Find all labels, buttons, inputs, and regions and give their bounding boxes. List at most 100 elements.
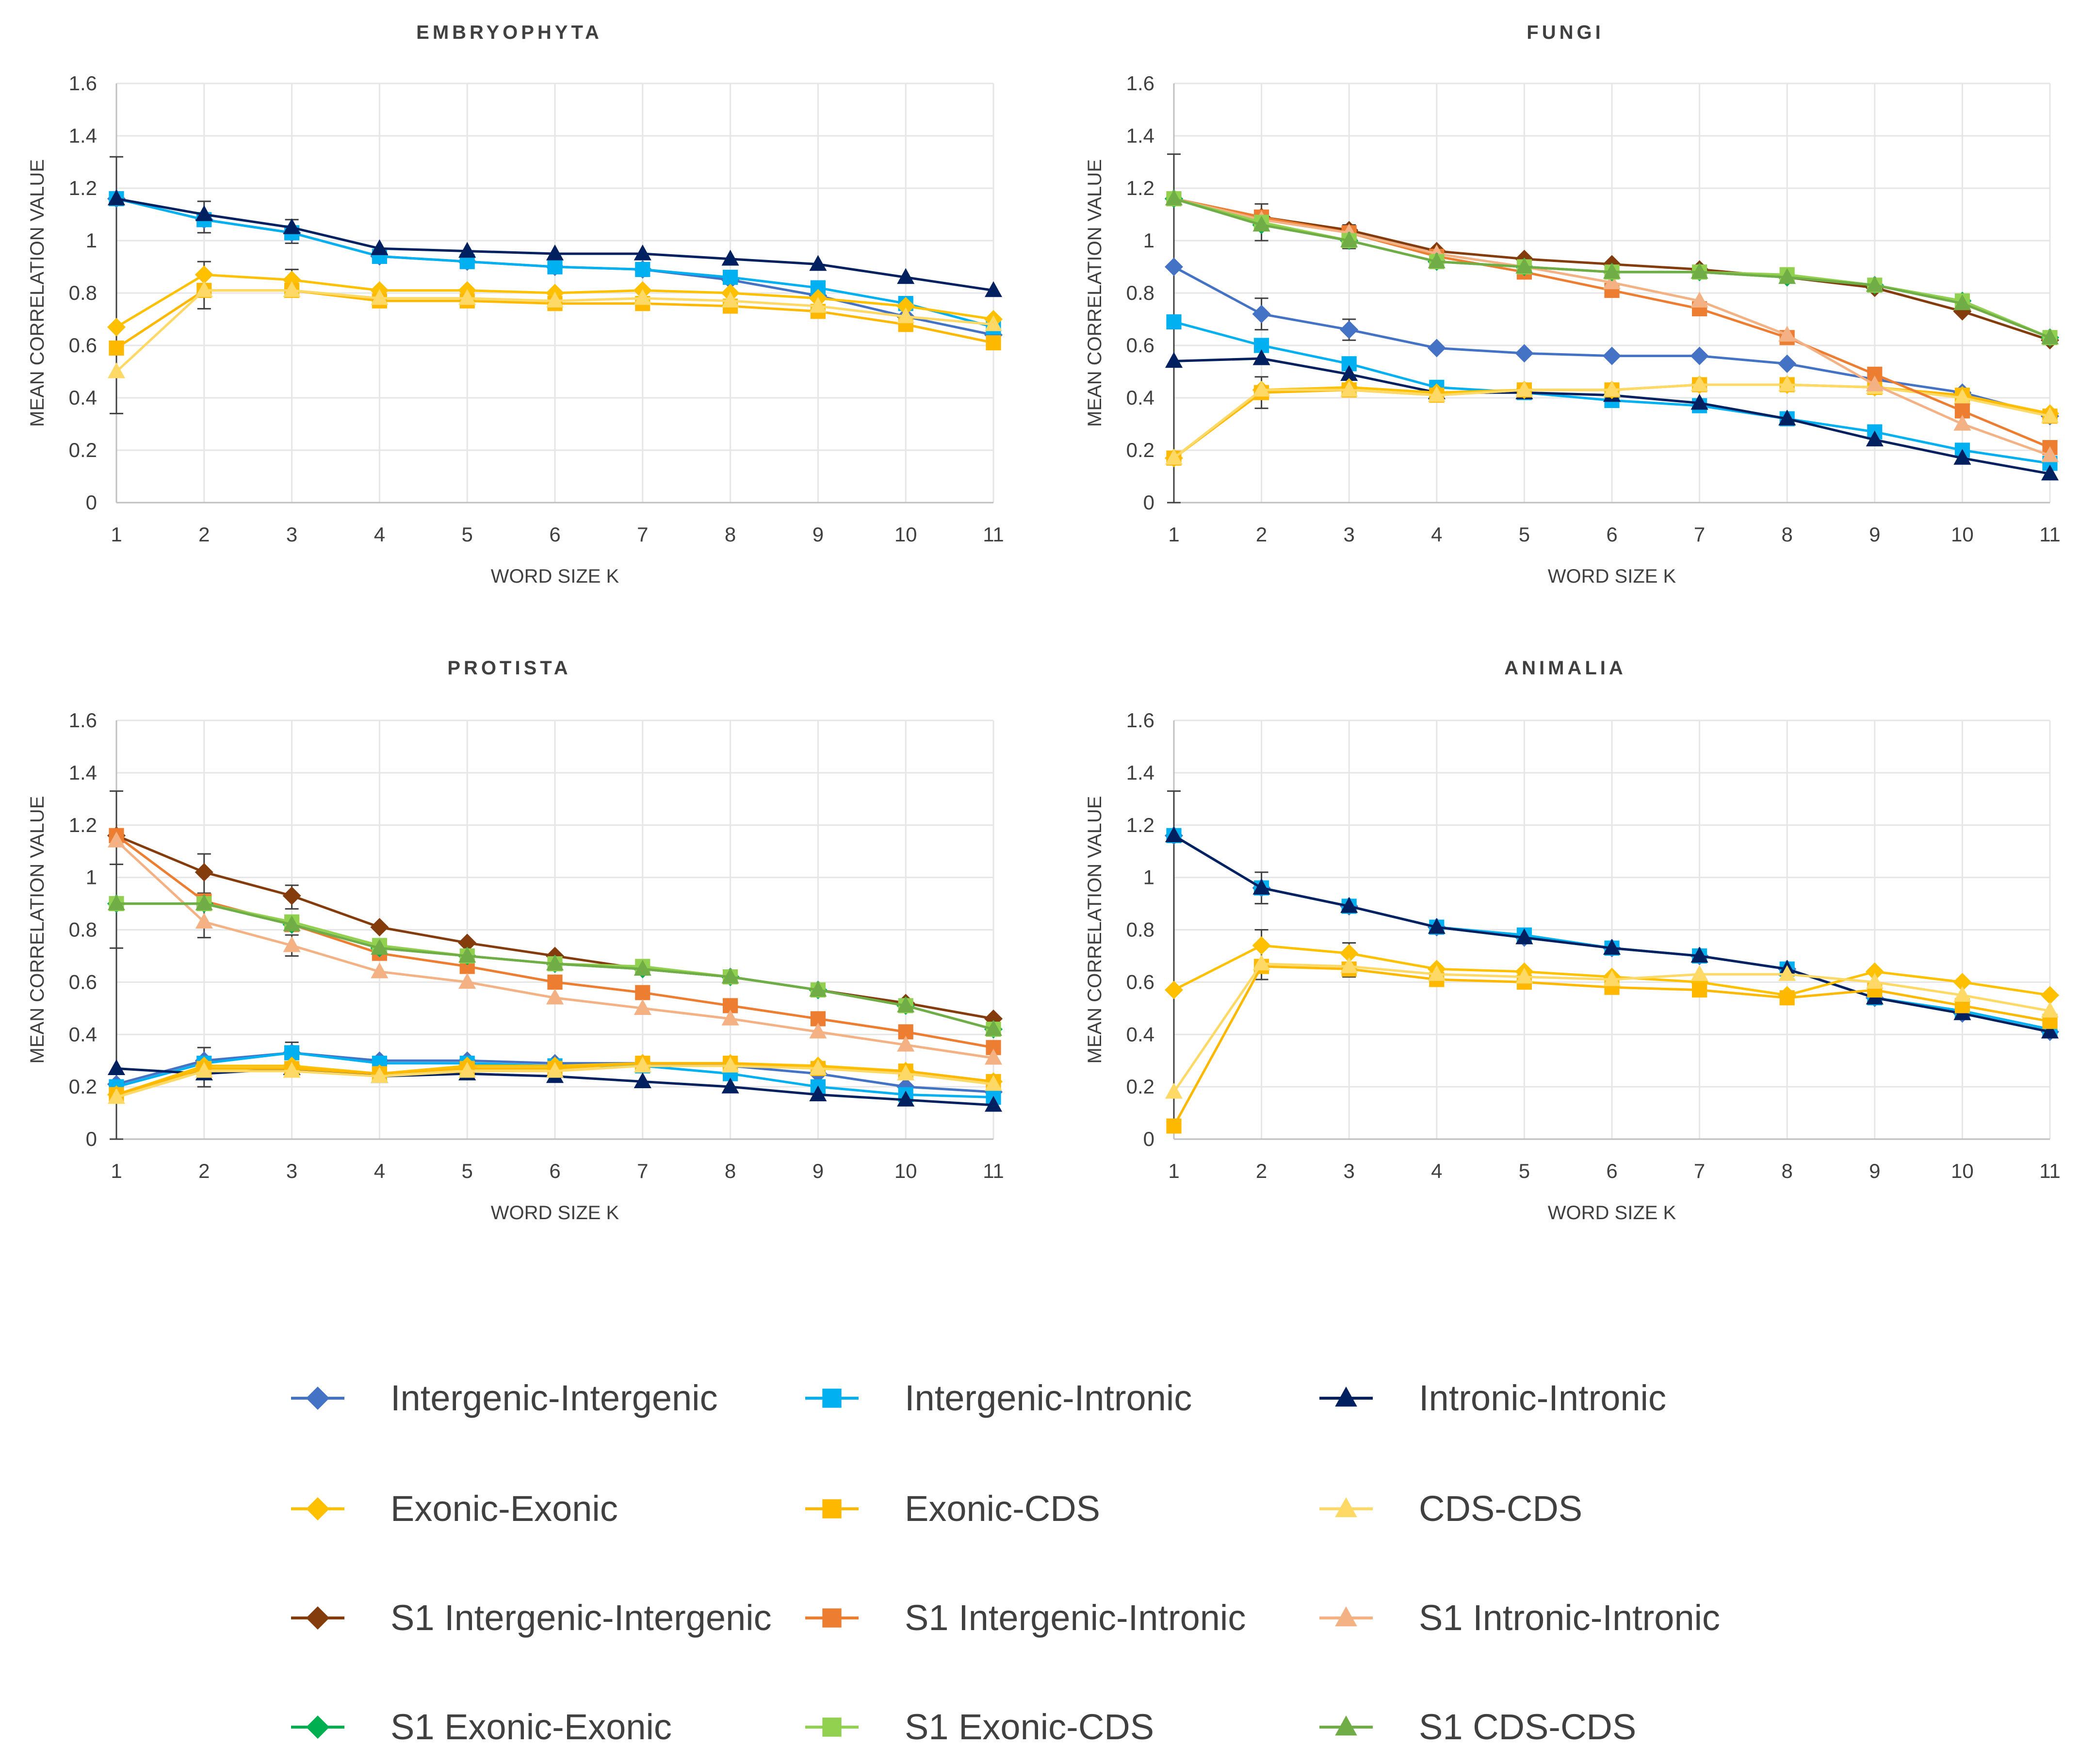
y-tick-label: 0.6 bbox=[69, 334, 97, 357]
x-tick-label: 1 bbox=[111, 523, 122, 546]
y-tick-label: 1.2 bbox=[1126, 814, 1154, 836]
data-point bbox=[634, 245, 651, 261]
data-point bbox=[897, 1064, 915, 1080]
x-tick-label: 8 bbox=[725, 523, 736, 546]
data-point bbox=[1340, 320, 1359, 339]
data-point bbox=[721, 967, 739, 984]
y-tick-label: 0 bbox=[1143, 1127, 1154, 1150]
y-tick-label: 1.6 bbox=[1126, 72, 1154, 95]
x-tick-label: 9 bbox=[812, 1160, 824, 1182]
data-point bbox=[371, 1067, 389, 1083]
data-point bbox=[809, 297, 827, 313]
chart-title: EMBRYOPHYTA bbox=[416, 22, 602, 43]
data-point bbox=[1340, 957, 1358, 973]
data-point bbox=[1428, 386, 1446, 402]
series-s1-cds-cds bbox=[107, 894, 1003, 1036]
data-point bbox=[195, 265, 213, 284]
series-cds-cds bbox=[107, 281, 1003, 378]
data-point bbox=[109, 340, 124, 356]
x-tick-label: 8 bbox=[1782, 1160, 1793, 1182]
data-point bbox=[1690, 947, 1708, 963]
chart-panel-fungi: 0 0.2 0.4 0.6 0.8 1 1.2 1.4 1.6 1 2 3 4 5 6 7 8 9 10 11 FUNG… bbox=[1084, 22, 2061, 587]
data-point bbox=[1340, 380, 1358, 397]
data-point bbox=[1165, 980, 1183, 999]
data-point bbox=[1953, 986, 1971, 1002]
x-tick-label: 7 bbox=[637, 523, 648, 546]
chart-panel-protista: 0 0.2 0.4 0.6 0.8 1 1.2 1.4 1.6 1 2 3 4 5 6 7 8 9 10 11 PROT… bbox=[27, 657, 1004, 1224]
data-point bbox=[1690, 376, 1708, 392]
data-point bbox=[721, 1009, 739, 1026]
x-tick-label: 7 bbox=[1694, 1160, 1705, 1182]
y-tick-label: 0 bbox=[86, 1127, 97, 1150]
data-point bbox=[984, 315, 1003, 331]
x-tick-label: 6 bbox=[1606, 1160, 1617, 1182]
data-point bbox=[546, 292, 564, 308]
x-tick-label: 1 bbox=[1168, 1160, 1179, 1182]
data-point bbox=[1866, 276, 1884, 292]
data-point bbox=[1340, 897, 1358, 913]
data-point bbox=[1428, 252, 1446, 268]
data-point bbox=[1953, 294, 1971, 310]
legend-label: Intergenic-Intergenic bbox=[390, 1378, 718, 1418]
data-point bbox=[984, 1020, 1003, 1036]
y-tick-label: 0 bbox=[86, 491, 97, 514]
data-point bbox=[1778, 965, 1796, 981]
y-tick-label: 0.6 bbox=[69, 970, 97, 993]
legend-label: S1 CDS-CDS bbox=[1419, 1707, 1636, 1747]
y-tick-label: 0.4 bbox=[1126, 386, 1154, 409]
data-point bbox=[370, 918, 389, 937]
legend-label: S1 Intronic-Intronic bbox=[1419, 1598, 1720, 1638]
x-tick-label: 2 bbox=[1256, 1160, 1267, 1182]
data-point bbox=[107, 318, 126, 337]
data-point bbox=[107, 362, 126, 378]
y-axis-title: MEAN CORRELATION VALUE bbox=[1084, 796, 1105, 1064]
series-cds-cds bbox=[107, 1056, 1003, 1104]
legend-marker bbox=[306, 1497, 329, 1520]
data-point bbox=[1340, 231, 1358, 247]
x-tick-label: 3 bbox=[286, 523, 297, 546]
x-tick-label: 9 bbox=[812, 523, 824, 546]
x-tick-label: 5 bbox=[1519, 523, 1530, 546]
chart-panel-embryophyta: 0 0.2 0.4 0.6 0.8 1 1.2 1.4 1.6 1 2 3 4 5 6 7 8 9 10 11 EMBR… bbox=[27, 22, 1004, 587]
y-tick-label: 1.2 bbox=[69, 177, 97, 199]
data-point bbox=[1515, 380, 1533, 397]
data-point bbox=[195, 913, 213, 929]
legend-marker bbox=[1335, 1497, 1357, 1518]
data-point bbox=[1953, 449, 1971, 465]
data-point bbox=[283, 218, 301, 234]
data-point bbox=[635, 261, 650, 277]
legend-item: S1 Intergenic-Intergenic bbox=[291, 1598, 772, 1638]
x-tick-label: 10 bbox=[894, 1160, 917, 1182]
data-point bbox=[809, 1085, 827, 1101]
data-point bbox=[1778, 268, 1796, 284]
y-tick-label: 1.6 bbox=[69, 72, 97, 95]
data-point bbox=[809, 255, 827, 271]
data-point bbox=[1778, 354, 1797, 373]
data-point bbox=[986, 335, 1001, 351]
data-point bbox=[546, 988, 564, 1005]
data-point bbox=[195, 1062, 213, 1078]
data-point bbox=[634, 289, 651, 305]
legend-marker bbox=[822, 1608, 842, 1628]
x-tick-label: 3 bbox=[1344, 1160, 1355, 1182]
legend: Intergenic-Intergenic Intergenic-Intronic… bbox=[291, 1378, 1720, 1747]
data-point bbox=[721, 249, 739, 266]
legend-item: S1 Exonic-Exonic bbox=[291, 1707, 672, 1747]
data-point bbox=[1603, 380, 1621, 397]
legend-label: CDS-CDS bbox=[1419, 1488, 1582, 1529]
data-point bbox=[546, 954, 564, 971]
data-point bbox=[458, 242, 476, 258]
x-tick-label: 6 bbox=[549, 523, 560, 546]
legend-marker bbox=[1335, 1387, 1357, 1407]
series-s1-intronic-intronic bbox=[107, 832, 1003, 1065]
x-tick-label: 10 bbox=[1951, 523, 1974, 546]
data-point bbox=[1252, 879, 1270, 895]
data-point bbox=[1428, 918, 1446, 934]
y-tick-label: 1 bbox=[1143, 229, 1154, 252]
data-point bbox=[283, 1062, 301, 1078]
x-tick-label: 11 bbox=[983, 523, 1004, 546]
data-point bbox=[283, 915, 301, 931]
data-point bbox=[1515, 344, 1534, 363]
y-tick-label: 0.4 bbox=[69, 386, 97, 409]
data-point bbox=[721, 292, 739, 308]
